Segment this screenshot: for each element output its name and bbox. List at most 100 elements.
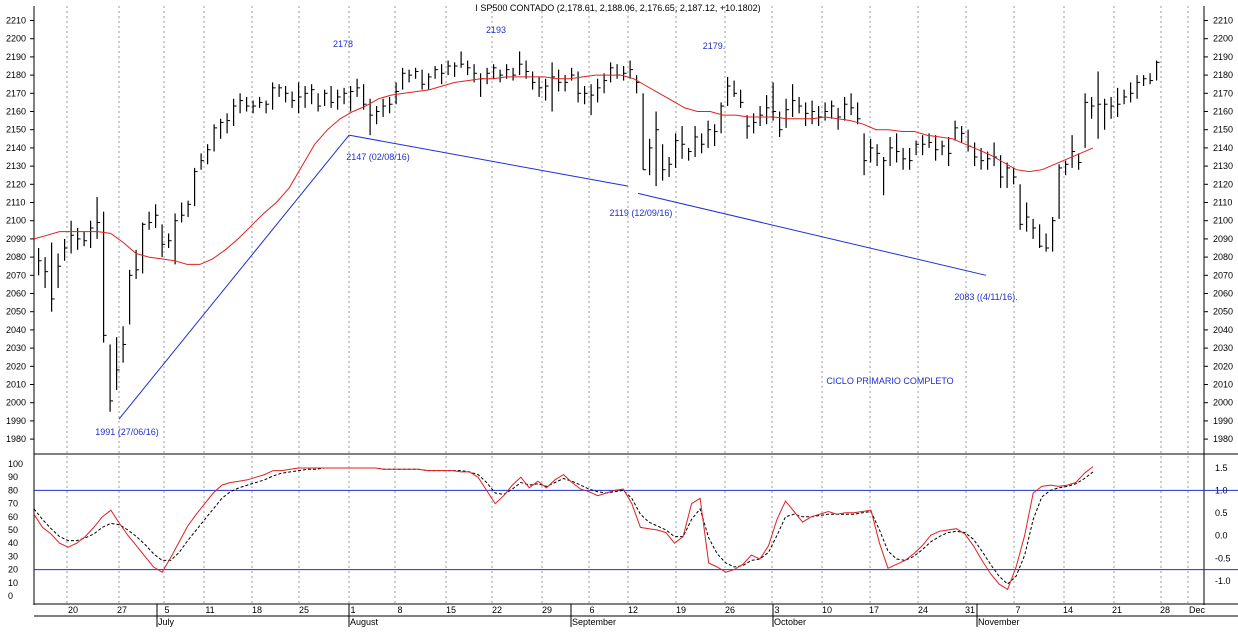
- y-tick-label-left: 2100: [6, 216, 26, 226]
- y-axis-ticks: 2210 2200 2190 2180 2170 2160 2150 2140 2130 2120…: [6, 16, 1233, 602]
- moving-average-line: [33, 74, 1094, 265]
- x-month-label: October: [774, 617, 806, 627]
- price-annotation: 2179.: [703, 41, 726, 51]
- y-tick-label-right: 2050: [1213, 307, 1233, 317]
- x-tick-day-label: 7: [1015, 605, 1020, 615]
- price-annotation: 2178: [333, 39, 353, 49]
- x-tick-day-label: 28: [1160, 605, 1170, 615]
- osc-tick-label-right: 1.5: [1215, 463, 1228, 473]
- x-month-label: November: [978, 617, 1020, 627]
- oscillator-panel: [33, 466, 1238, 591]
- osc-tick-label-left: 50: [8, 525, 18, 535]
- y-tick-label-right: 2190: [1213, 52, 1233, 62]
- osc-tick-label-left: 20: [8, 565, 18, 575]
- x-tick-day-label: 6: [589, 605, 594, 615]
- x-tick-day-label: 8: [397, 605, 402, 615]
- y-tick-label-right: 2010: [1213, 380, 1233, 390]
- annotations: 2178 2193 2179. 2147 (02/08/16) 2119 (12/09/…: [95, 25, 1017, 437]
- y-tick-label-left: 2190: [6, 52, 26, 62]
- y-tick-label-left: 2170: [6, 88, 26, 98]
- x-tick-day-label: 10: [822, 605, 832, 615]
- y-tick-label-left: 2050: [6, 307, 26, 317]
- y-tick-label-right: 2180: [1213, 70, 1233, 80]
- y-tick-label-left: 2090: [6, 234, 26, 244]
- y-tick-label-left: 2060: [6, 289, 26, 299]
- y-tick-label-left: 2140: [6, 143, 26, 153]
- y-tick-label-left: 1990: [6, 416, 26, 426]
- y-tick-label-right: 2200: [1213, 34, 1233, 44]
- y-tick-label-right: 2000: [1213, 398, 1233, 408]
- y-tick-label-left: 2010: [6, 380, 26, 390]
- osc-tick-label-left: 40: [8, 538, 18, 548]
- y-tick-label-right: 2060: [1213, 289, 1233, 299]
- x-tick-day-label: 20: [68, 605, 78, 615]
- y-tick-label-left: 2080: [6, 252, 26, 262]
- x-tick-day-label: 3: [774, 605, 779, 615]
- x-tick-day-label: 19: [676, 605, 686, 615]
- price-annotation: CICLO PRIMARIO COMPLETO: [826, 376, 953, 386]
- osc-tick-label-left: 10: [8, 578, 18, 588]
- x-tick-day-label: 15: [446, 605, 456, 615]
- y-tick-label-right: 2160: [1213, 107, 1233, 117]
- trendline: [348, 134, 629, 187]
- x-tick-day-label: 5: [164, 605, 169, 615]
- x-tick-day-label: 18: [252, 605, 262, 615]
- y-tick-label-right: 2140: [1213, 143, 1233, 153]
- x-tick-day-label: 14: [1063, 605, 1073, 615]
- y-tick-label-left: 2180: [6, 70, 26, 80]
- x-month-label: August: [350, 617, 379, 627]
- chart-frame: [33, 6, 1238, 617]
- trendline: [118, 134, 350, 420]
- y-tick-label-left: 2150: [6, 125, 26, 135]
- y-tick-label-right: 2100: [1213, 216, 1233, 226]
- y-tick-label-left: 2200: [6, 34, 26, 44]
- osc-tick-label-left: 30: [8, 551, 18, 561]
- x-tick-day-label: 27: [117, 605, 127, 615]
- y-tick-label-left: 2030: [6, 343, 26, 353]
- price-annotation: 1991 (27/06/16): [95, 427, 159, 437]
- x-tick-day-label: 1: [350, 605, 355, 615]
- y-tick-label-left: 2040: [6, 325, 26, 335]
- y-tick-label-right: 2130: [1213, 161, 1233, 171]
- y-tick-label-right: 2070: [1213, 270, 1233, 280]
- y-tick-label-left: 2210: [6, 16, 26, 26]
- y-tick-label-right: 2080: [1213, 252, 1233, 262]
- osc-tick-label-left: 70: [8, 499, 18, 509]
- y-tick-label-right: 2020: [1213, 361, 1233, 371]
- y-tick-label-left: 2130: [6, 161, 26, 171]
- price-annotation: 2193: [486, 25, 506, 35]
- y-tick-label-left: 2000: [6, 398, 26, 408]
- trendlines: [118, 134, 987, 420]
- oscillator-slow-line: [33, 467, 1094, 585]
- y-tick-label-left: 2110: [6, 198, 25, 208]
- x-tick-day-label: 12: [628, 605, 638, 615]
- x-tick-day-label: 22: [492, 605, 502, 615]
- osc-tick-label-right: 0.5: [1215, 508, 1228, 518]
- trendline: [637, 192, 987, 276]
- y-tick-label-right: 2210: [1213, 16, 1233, 26]
- price-bars: [37, 51, 1160, 412]
- x-tick-day-label: 17: [869, 605, 879, 615]
- oscillator-fast-line: [33, 466, 1094, 591]
- y-tick-label-right: 1990: [1213, 416, 1233, 426]
- x-month-label: July: [158, 617, 175, 627]
- x-month-label: September: [572, 617, 616, 627]
- osc-tick-label-left: 60: [8, 512, 18, 522]
- y-tick-label-left: 2120: [6, 179, 26, 189]
- price-annotation: 2119 (12/09/16): [610, 208, 673, 218]
- y-tick-label-left: 2020: [6, 361, 26, 371]
- y-tick-label-right: 2170: [1213, 88, 1233, 98]
- y-tick-label-right: 2090: [1213, 234, 1233, 244]
- x-tick-day-label: 26: [725, 605, 735, 615]
- price-annotation: 2083 ((4/11/16).: [954, 292, 1017, 302]
- osc-tick-label-right: 0.0: [1215, 531, 1228, 541]
- y-tick-label-right: 2120: [1213, 179, 1233, 189]
- x-tick-day-label: 29: [542, 605, 552, 615]
- osc-tick-label-right: -1.0: [1215, 576, 1231, 586]
- x-axis-ticks: 20 27 5 11 18 25 1 8 15 22 29 6 12 19 26 3 10 17 24 31 7 14 21…: [68, 604, 1205, 627]
- y-tick-label-right: 2110: [1213, 198, 1232, 208]
- price-annotation: 2147 (02/08/16): [346, 152, 410, 162]
- osc-tick-label-right: -0.5: [1215, 553, 1231, 563]
